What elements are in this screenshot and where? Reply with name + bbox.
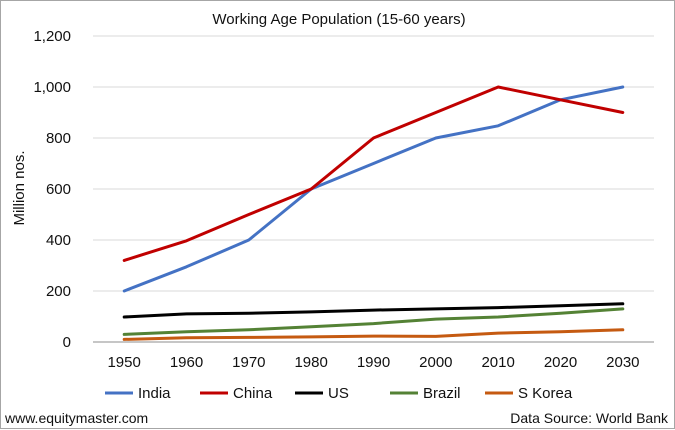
y-tick-label: 800 (46, 130, 71, 147)
series-line-brazil (122, 307, 625, 336)
legend-label-china: China (233, 385, 273, 402)
series-lines (122, 85, 625, 341)
y-tick-label: 0 (63, 334, 71, 351)
y-tick-label: 1,000 (33, 79, 71, 96)
x-tick-label: 1960 (170, 354, 203, 371)
legend-label-india: India (138, 385, 171, 402)
series-line-s-korea (122, 328, 625, 341)
y-tick-label: 200 (46, 283, 71, 300)
legend-label-brazil: Brazil (423, 385, 461, 402)
legend-label-s-korea: S Korea (518, 385, 573, 402)
y-tick-label: 600 (46, 181, 71, 198)
legend: India China US Brazil S Korea (105, 385, 573, 402)
x-tick-label: 1990 (357, 354, 390, 371)
x-tick-label: 1980 (294, 354, 327, 371)
x-tick-label: 2020 (544, 354, 577, 371)
x-tick-label: 1950 (107, 354, 140, 371)
x-tick-label: 1970 (232, 354, 265, 371)
x-tick-label: 2010 (481, 354, 514, 371)
chart-title: Working Age Population (15-60 years) (212, 11, 465, 28)
footer-data-source: Data Source: World Bank (510, 410, 668, 426)
x-tick-label: 2030 (606, 354, 639, 371)
axes: 0 200 400 600 800 1,000 1,200 1950 1960 1970 1980 1… (33, 28, 654, 371)
series-line-india (122, 85, 625, 293)
x-tick-label: 2000 (419, 354, 452, 371)
footer-website: www.equitymaster.com (5, 410, 149, 426)
y-tick-label: 400 (46, 232, 71, 249)
y-axis-label: Million nos. (11, 150, 28, 225)
legend-label-us: US (328, 385, 349, 402)
series-line-china (122, 85, 625, 262)
y-tick-label: 1,200 (33, 28, 71, 45)
series-line-us (122, 302, 625, 319)
